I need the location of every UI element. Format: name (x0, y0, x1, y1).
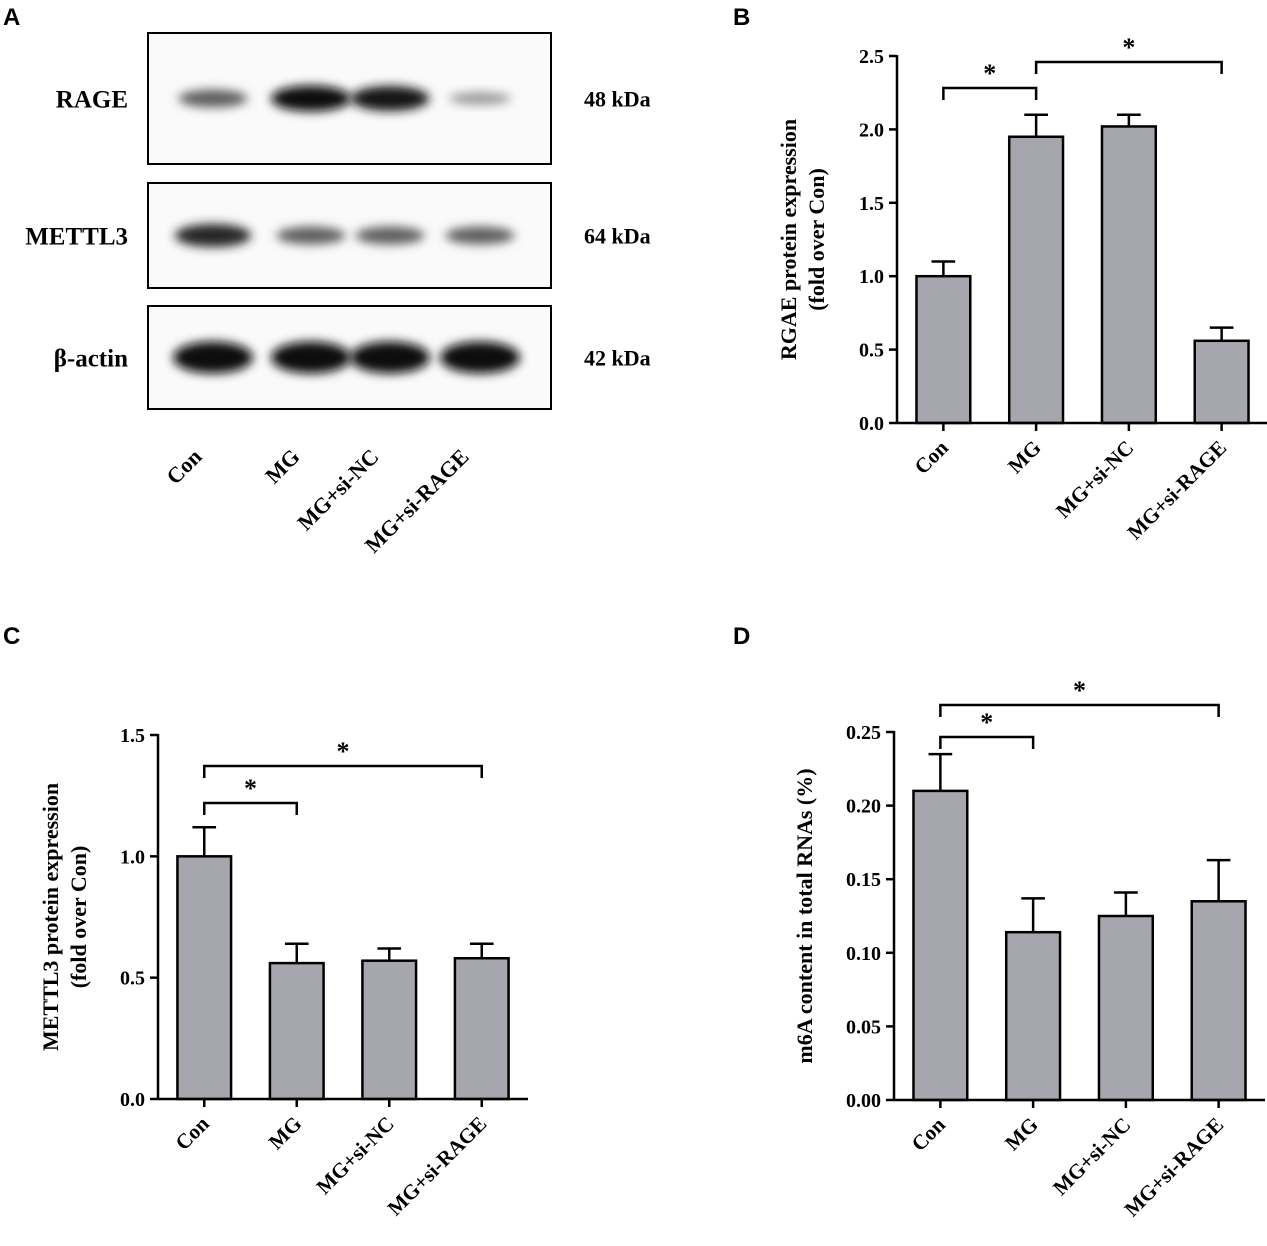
bar (176, 855, 233, 1101)
blot-size-label: 48 kDa (584, 87, 651, 112)
significance-star: * (244, 774, 257, 803)
y-axis-label-line: (fold over Con) (66, 846, 91, 989)
bar (361, 959, 418, 1101)
x-tick-label: Con (907, 1112, 951, 1156)
y-tick-label: 0.5 (120, 968, 145, 990)
significance-star: * (1073, 676, 1086, 705)
x-tick-label: MG+si-RAGE (1119, 1113, 1228, 1222)
significance-bracket (203, 801, 298, 815)
blot-band (355, 226, 425, 245)
bar (1007, 135, 1065, 425)
panel-d-letter: D (733, 623, 751, 650)
bar (915, 274, 972, 425)
y-axis-label-line: (fold over Con) (804, 168, 829, 311)
y-tick-label: 1.5 (120, 725, 145, 747)
blot-row-label: β-actin (54, 346, 128, 373)
blot-band (271, 85, 351, 112)
blot-band (276, 226, 346, 245)
bar (1004, 930, 1062, 1102)
bar (912, 789, 969, 1102)
y-tick-label: 0.25 (846, 722, 881, 744)
y-tick-label: 1.5 (859, 193, 884, 215)
y-tick-label: 0.5 (859, 340, 884, 362)
panel-b-letter: B (733, 4, 751, 31)
blot-size-label: 64 kDa (584, 224, 651, 249)
bar (1190, 900, 1247, 1102)
y-tick-label: 1.0 (120, 846, 145, 868)
y-axis-label: m6A content in total RNAs (%) (792, 768, 817, 1063)
blot-band (178, 89, 248, 108)
y-tick-label: 0.0 (859, 413, 884, 435)
blot-band (173, 341, 253, 374)
y-tick-label: 0.05 (846, 1016, 881, 1038)
x-tick-label: MG+si-NC (1048, 1113, 1135, 1200)
blot-band (350, 341, 430, 374)
y-axis-label: METTL3 protein expression (fold over Con) (38, 783, 91, 1051)
blot-band (440, 341, 520, 374)
blot-band (174, 223, 252, 248)
significance-bracket (1034, 60, 1223, 74)
y-tick-label: 0.0 (120, 1089, 145, 1111)
y-tick-label: 0.15 (846, 869, 881, 891)
significance-bracket (203, 764, 483, 778)
blot-band (449, 92, 511, 105)
bar (1100, 125, 1158, 425)
blot-row-label: METTL3 (25, 224, 128, 251)
significance-star: * (983, 59, 996, 88)
significance-star: * (1122, 33, 1135, 62)
y-axis-label-line: RGAE protein expression (776, 119, 801, 360)
bar (1097, 914, 1155, 1102)
y-tick-label: 1.0 (859, 266, 884, 288)
blot-size-label: 42 kDa (584, 346, 651, 371)
significance-bracket (939, 735, 1035, 749)
significance-star: * (337, 737, 350, 766)
y-axis-label: RGAE protein expression (fold over Con) (776, 119, 829, 360)
significance-star: * (980, 708, 993, 737)
bar (1193, 339, 1250, 425)
blot-band (445, 226, 515, 245)
blot-band (350, 85, 430, 112)
x-tick-label: MG (1000, 1113, 1043, 1156)
blot-band (271, 341, 351, 374)
panel-a-letter: A (3, 4, 21, 31)
y-tick-label: 2.0 (859, 119, 884, 141)
significance-bracket (942, 86, 1038, 100)
y-tick-label: 0.00 (846, 1090, 881, 1112)
y-tick-label: 2.5 (859, 46, 884, 68)
y-axis-label-line: METTL3 protein expression (38, 783, 63, 1051)
y-axis-label-line: m6A content in total RNAs (%) (792, 768, 817, 1063)
blot-row-label: RAGE (56, 87, 128, 114)
significance-bracket (939, 703, 1220, 717)
y-tick-label: 0.10 (846, 943, 881, 965)
y-tick-label: 0.20 (846, 796, 881, 818)
panel-c-letter: C (3, 623, 21, 650)
